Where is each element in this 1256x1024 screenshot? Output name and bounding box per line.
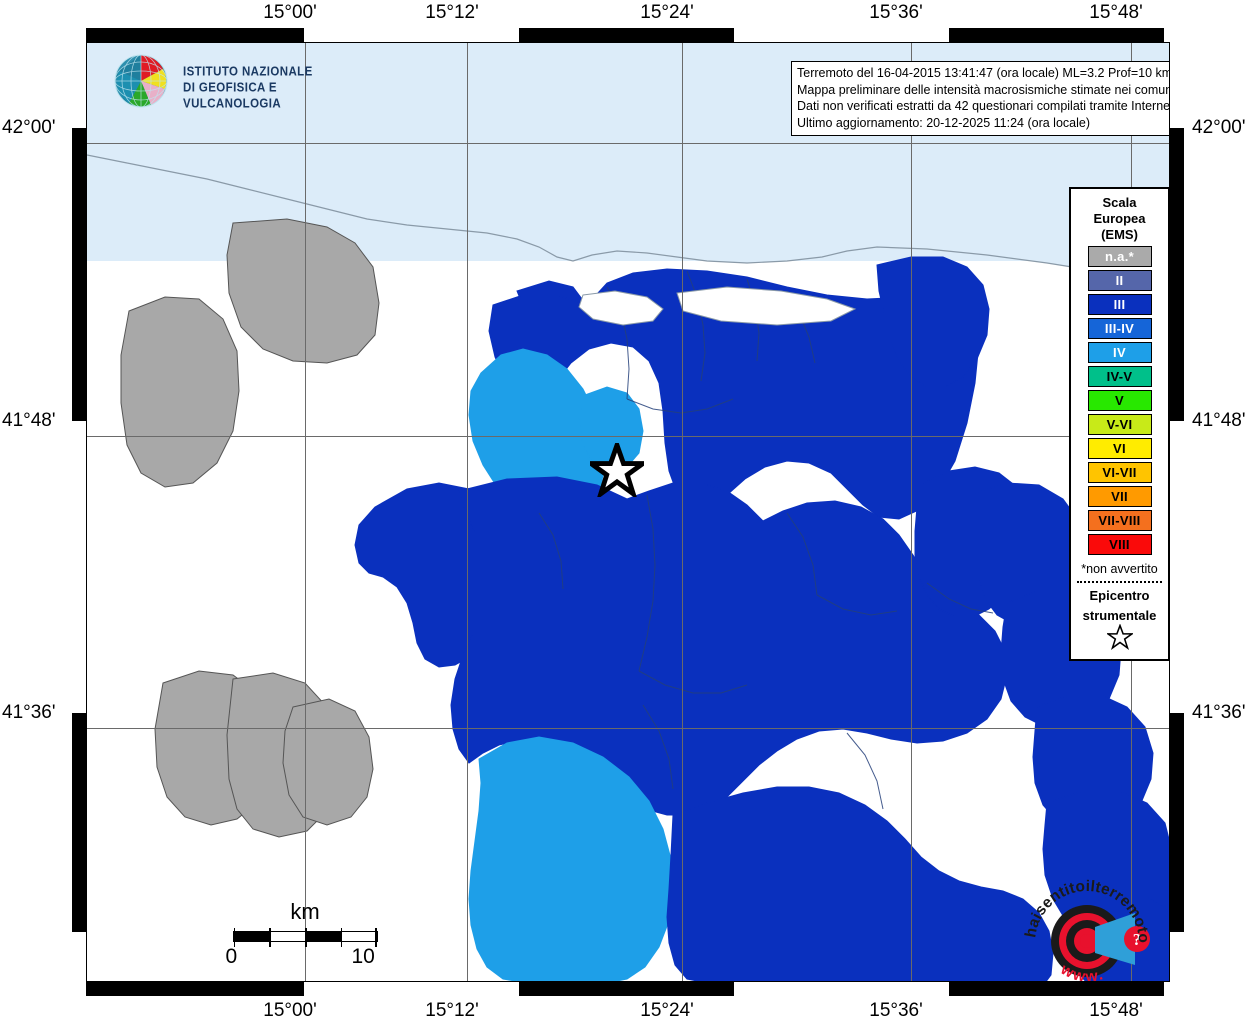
axis-tick-bottom-2: 15°24' [640, 1000, 694, 1021]
region-na-1[interactable] [226, 218, 380, 364]
frame-tick-left [72, 932, 86, 996]
graticule-line-vertical [467, 43, 468, 981]
info-line-event: Terremoto del 16-04-2015 13:41:47 (ora l… [797, 66, 1170, 80]
legend-swatch-vi-vii[interactable]: VI-VII [1087, 462, 1152, 483]
frame-tick-bottom [304, 982, 519, 996]
axis-tick-left-2: 41°36' [2, 702, 56, 723]
legend-epicenter-label-2: strumentale [1082, 608, 1157, 623]
legend-swatch-ii[interactable]: II [1087, 270, 1152, 291]
region-IV-strip[interactable] [578, 386, 644, 472]
region-IV-south[interactable] [468, 736, 674, 982]
frame-tick-left [72, 28, 86, 128]
legend-swatch-vi[interactable]: VI [1087, 438, 1152, 459]
region-na-5[interactable] [282, 698, 374, 826]
frame-tick-top [304, 28, 519, 42]
svg-text:?: ? [1133, 930, 1142, 949]
coastline [87, 154, 1169, 284]
region-na-2[interactable] [120, 296, 240, 488]
graticule-line-vertical [682, 43, 683, 981]
ingv-logo-line1: ISTITUTO NAZIONALE [183, 65, 313, 79]
frame-tick-bottom [734, 982, 949, 996]
legend-title-line3: (EMS) [1101, 227, 1138, 242]
legend-swatch-vii-viii[interactable]: VII-VIII [1087, 510, 1152, 531]
frame-tick-right [1170, 28, 1184, 128]
axis-tick-right-1: 41°48' [1192, 410, 1246, 431]
legend-divider [1077, 581, 1162, 583]
axis-tick-right-2: 41°36' [1192, 702, 1246, 723]
map-geometry [87, 43, 1169, 982]
lagoon-1 [578, 290, 664, 326]
info-line-updated: Ultimo aggiornamento: 20-12-2025 11:24 (… [797, 115, 1090, 130]
legend-footnote: *non avvertito [1081, 562, 1158, 576]
axis-tick-bottom-3: 15°36' [869, 1000, 923, 1021]
axis-tick-bottom-1: 15°12' [425, 1000, 479, 1021]
legend-swatch-v[interactable]: V [1087, 390, 1152, 411]
legend-swatch-iv[interactable]: IV [1087, 342, 1152, 363]
info-line-map: Mappa preliminare delle intensità macros… [797, 82, 1170, 97]
legend-title-line1: Scala [1102, 195, 1137, 210]
region-III-north[interactable] [488, 268, 980, 526]
hsit-target-icon[interactable]: ? haisentitoilterremoto.it www. [1014, 856, 1152, 982]
region-III-northeast[interactable] [876, 256, 990, 388]
legend-epicenter-symbol [1071, 623, 1168, 651]
frame-tick-top [734, 28, 949, 42]
scale-bar-graphic [232, 928, 378, 947]
map-info-box: Terremoto del 16-04-2015 13:41:47 (ora l… [791, 61, 1170, 136]
frame-tick-right [1170, 932, 1184, 996]
legend-items: n.a.* II III III-IV IV IV-V V V-VI VI VI-VII VII VI… [1071, 246, 1168, 555]
axis-tick-top-3: 15°36' [869, 2, 923, 23]
ingv-logo-line2: DI GEOFISICA E VULCANOLOGIA [183, 81, 282, 111]
frame-tick-left [72, 421, 86, 713]
legend-title-line2: Europea [1093, 211, 1146, 226]
hsit-logo[interactable]: ? haisentitoilterremoto.it www. [1014, 856, 1152, 982]
graticule-line-vertical [305, 43, 306, 981]
lagoon-2 [676, 286, 857, 326]
axis-tick-left-0: 42°00' [2, 117, 56, 138]
axis-tick-right-0: 42°00' [1192, 117, 1246, 138]
map-canvas[interactable]: ISTITUTO NAZIONALE DI GEOFISICA E VULCAN… [86, 42, 1170, 982]
scale-bar: km 0 10 [195, 899, 415, 969]
legend-panel: Scala Europea (EMS) n.a.* II III III-IV IV IV… [1069, 187, 1169, 661]
axis-tick-bottom-4: 15°48' [1089, 1000, 1143, 1021]
scale-unit-label: km [290, 899, 320, 924]
scale-max-label: 10 [351, 945, 375, 968]
region-III-southeast[interactable] [666, 786, 1054, 982]
legend-epicenter-label-1: Epicentro [1089, 588, 1150, 603]
axis-tick-top-1: 15°12' [425, 2, 479, 23]
info-line-data: Dati non verificati estratti da 42 quest… [797, 99, 1170, 113]
star-outline-icon [1106, 624, 1133, 650]
legend-swatch-viii[interactable]: VIII [1087, 534, 1152, 555]
ingv-logo: ISTITUTO NAZIONALE DI GEOFISICA E VULCAN… [111, 51, 361, 117]
frame-tick-right [1170, 421, 1184, 713]
epicenter-star-icon[interactable] [590, 443, 644, 497]
axis-tick-top-2: 15°24' [640, 2, 694, 23]
axis-tick-top-4: 15°48' [1089, 2, 1143, 23]
scale-min-label: 0 [225, 945, 238, 968]
legend-swatch-iii-iv[interactable]: III-IV [1087, 318, 1152, 339]
region-III-central[interactable] [450, 476, 1008, 816]
legend-swatch-n-a-[interactable]: n.a.* [1087, 246, 1152, 267]
graticule-line-vertical [911, 43, 912, 981]
graticule-line-horizontal [87, 728, 1169, 729]
graticule-line-horizontal [87, 143, 1169, 144]
axis-tick-left-1: 41°48' [2, 410, 56, 431]
scale-bar-numbers: 0 10 [218, 945, 393, 969]
map-frame: ISTITUTO NAZIONALE DI GEOFISICA E VULCAN… [72, 28, 1184, 996]
legend-swatch-vii[interactable]: VII [1087, 486, 1152, 507]
legend-swatch-iii[interactable]: III [1087, 294, 1152, 315]
axis-tick-bottom-0: 15°00' [263, 1000, 317, 1021]
graticule-line-horizontal [87, 436, 1169, 437]
legend-swatch-iv-v[interactable]: IV-V [1087, 366, 1152, 387]
ingv-globe-icon [114, 54, 168, 108]
axis-tick-top-0: 15°00' [263, 2, 317, 23]
legend-swatch-v-vi[interactable]: V-VI [1087, 414, 1152, 435]
